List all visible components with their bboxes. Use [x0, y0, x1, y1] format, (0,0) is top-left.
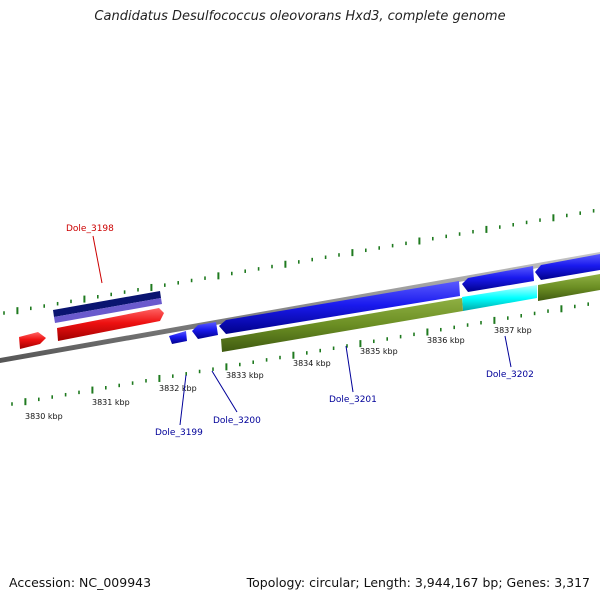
leader-line-dole-3199	[179, 374, 187, 426]
gene-label-dole-3202[interactable]: Dole_3202	[486, 370, 534, 380]
gene-label-dole-3201[interactable]: Dole_3201	[329, 395, 377, 405]
gene-label-dole-3200[interactable]: Dole_3200	[213, 416, 261, 426]
gene-label-dole-3198[interactable]: Dole_3198	[66, 224, 114, 234]
scale-label-3835: 3835 kbp	[360, 347, 398, 356]
scale-label-3830: 3830 kbp	[25, 412, 63, 421]
cyan-gene-feature[interactable]	[462, 285, 537, 311]
scale-label-3833: 3833 kbp	[226, 371, 264, 380]
gene-feature-dole-3199[interactable]	[169, 331, 187, 344]
red-gene-arrow-large[interactable]	[57, 308, 164, 341]
olive-gene-feature-long[interactable]	[221, 298, 463, 352]
upper-tick-track	[3, 209, 595, 315]
genome-backbone	[0, 252, 600, 363]
gene-label-dole-3199[interactable]: Dole_3199	[155, 428, 203, 438]
gene-feature-dole-3200[interactable]	[192, 322, 218, 339]
accession-info: Accession: NC_009943	[9, 575, 152, 590]
blue-gene-arrow-right-1[interactable]	[462, 266, 534, 292]
scale-label-3832: 3832 kbp	[159, 384, 197, 393]
gene-feature-dole-3201[interactable]	[219, 281, 460, 334]
blue-gene-arrow-right-2[interactable]	[535, 254, 600, 280]
olive-gene-feature-right[interactable]	[538, 274, 600, 301]
genome-stats: Topology: circular; Length: 3,944,167 bp…	[246, 575, 590, 590]
scale-label-3831: 3831 kbp	[92, 398, 130, 407]
leader-line-dole-3200	[211, 370, 238, 413]
red-gene-arrow-small[interactable]	[19, 332, 46, 349]
scale-label-3834: 3834 kbp	[293, 359, 331, 368]
scale-label-3837: 3837 kbp	[494, 326, 532, 335]
leader-line-dole-3198	[92, 235, 103, 284]
scale-label-3836: 3836 kbp	[427, 336, 465, 345]
lower-tick-track	[11, 302, 590, 406]
gene-feature-dole-3198[interactable]	[53, 291, 161, 317]
leader-line-dole-3202	[504, 335, 512, 368]
gene-feature-dole-3198-band[interactable]	[54, 298, 162, 323]
leader-line-dole-3201	[345, 345, 354, 393]
genome-title: Candidatus Desulfococcus oleovorans Hxd3…	[94, 9, 506, 24]
